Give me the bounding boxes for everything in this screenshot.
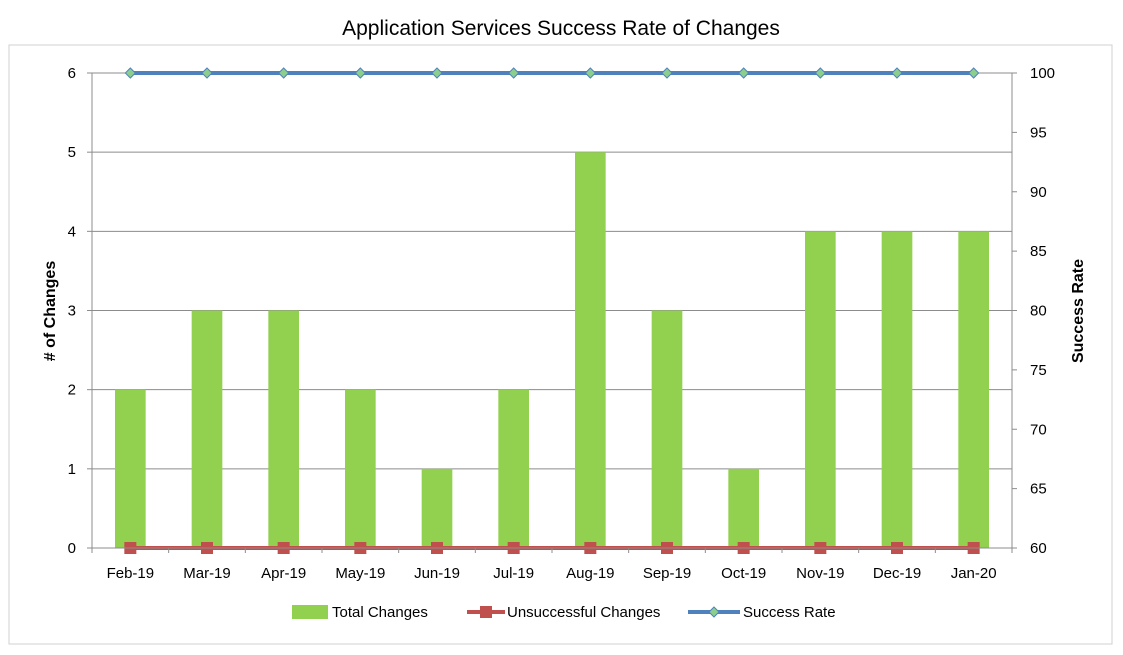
success-rate-marker <box>354 67 367 79</box>
legend-swatch-total-changes <box>292 605 328 619</box>
bar-layer <box>115 152 989 549</box>
success-rate-marker <box>201 67 213 79</box>
y-tick-label: 5 <box>68 144 76 161</box>
legend-label: Total Changes <box>332 604 428 621</box>
success-rate-marker <box>507 67 520 79</box>
y-axis-title: # of Changes <box>42 261 59 362</box>
bar-may-19 <box>345 389 376 548</box>
bar-feb-19 <box>115 389 146 548</box>
y2-tick-label: 70 <box>1030 421 1047 438</box>
y2-tick-label: 65 <box>1030 481 1047 498</box>
x-tick-label: Nov-19 <box>796 565 844 582</box>
success-rate-marker <box>277 67 290 79</box>
chart-title: Application Services Success Rate of Cha… <box>342 17 780 40</box>
y2-tick-label: 60 <box>1030 540 1047 557</box>
success-rate-marker <box>124 67 137 79</box>
x-tick-label: Sep-19 <box>643 565 691 582</box>
x-tick-label: Oct-19 <box>721 565 766 582</box>
y2-axis-title: Success Rate <box>1070 259 1087 363</box>
y-tick-label: 2 <box>68 382 76 399</box>
x-tick-label: Aug-19 <box>566 565 614 582</box>
y-tick-label: 0 <box>68 540 76 557</box>
legend-label: Success Rate <box>743 604 836 621</box>
bar-jan-20 <box>958 231 989 549</box>
bar-aug-19 <box>575 152 606 548</box>
success-rate-marker <box>814 67 827 79</box>
bar-dec-19 <box>881 231 913 549</box>
x-tick-label: Apr-19 <box>261 565 306 582</box>
bar-sep-19 <box>651 310 683 548</box>
y2-tick-label: 85 <box>1030 243 1047 260</box>
success-rate-marker <box>737 67 750 79</box>
y2-tick-label: 100 <box>1030 65 1055 82</box>
x-tick-label: Dec-19 <box>873 565 921 582</box>
x-tick-label: Jan-20 <box>951 565 997 582</box>
y-tick-label: 3 <box>68 303 76 320</box>
axis-layer: 0 1 2 3 4 5 6 60 65 70 75 80 85 90 95 100 Feb-19 Mar-19 Ap… <box>68 65 1055 582</box>
x-tick-label: Mar-19 <box>183 565 231 582</box>
x-tick-label: Jun-19 <box>414 565 460 582</box>
bar-oct-19 <box>728 468 759 548</box>
success-rate-marker <box>967 67 980 79</box>
y2-tick-label: 90 <box>1030 184 1047 201</box>
bar-mar-19 <box>191 310 223 548</box>
y-tick-label: 1 <box>68 461 76 478</box>
y2-tick-label: 80 <box>1030 303 1047 320</box>
y2-tick-label: 75 <box>1030 362 1047 379</box>
x-tick-label: Feb-19 <box>107 565 155 582</box>
legend-swatch-success-marker <box>708 606 720 618</box>
y-tick-label: 4 <box>68 223 76 240</box>
legend-label: Unsuccessful Changes <box>507 604 660 621</box>
bar-apr-19 <box>268 310 299 548</box>
bar-jun-19 <box>421 468 453 548</box>
y-tick-label: 6 <box>68 65 76 82</box>
x-tick-label: May-19 <box>335 565 385 582</box>
success-rate-marker <box>431 67 443 79</box>
bar-nov-19 <box>805 231 836 549</box>
y2-tick-label: 95 <box>1030 124 1047 141</box>
chart-frame <box>8 44 1113 645</box>
legend-swatch-unsuccessful-marker <box>480 606 492 618</box>
success-rate-marker <box>661 67 673 79</box>
x-tick-label: Jul-19 <box>493 565 534 582</box>
success-rate-marker <box>891 67 903 79</box>
bar-jul-19 <box>498 389 529 548</box>
success-rate-marker <box>584 67 597 79</box>
legend: Total Changes Unsuccessful Changes Success… <box>292 604 836 621</box>
